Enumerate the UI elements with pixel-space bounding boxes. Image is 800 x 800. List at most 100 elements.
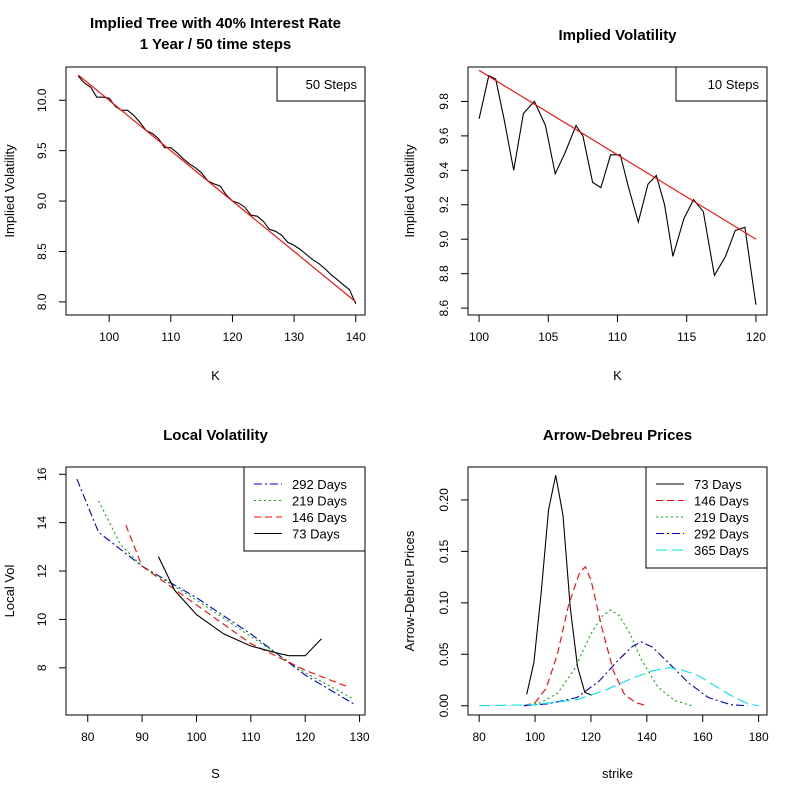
series-line-2: [478, 69, 757, 240]
y-tick-label: 16: [35, 467, 49, 481]
y-tick-label: 0.00: [437, 694, 451, 718]
series-line-4: [157, 556, 322, 657]
y-tick-label: 0.05: [437, 642, 451, 666]
legend-label: 219 Days: [292, 494, 347, 509]
y-tick-label: 14: [35, 516, 49, 530]
plot-frame: [65, 466, 366, 716]
y-tick-label: 8: [35, 664, 49, 671]
chart-panel-4: Arrow-Debreu Prices strike Arrow-Debreu Pr…: [402, 427, 769, 781]
series-group: [478, 69, 757, 305]
series-group: [479, 475, 759, 707]
chart-title: Arrow-Debreu Prices: [543, 427, 692, 444]
series-group: [76, 478, 355, 705]
x-tick-label: 180: [749, 730, 769, 744]
y-tick-label: 9.8: [437, 93, 451, 110]
x-tick-label: 100: [186, 730, 206, 744]
x-tick-label: 120: [746, 330, 766, 344]
x-axis-label: K: [613, 368, 622, 383]
series-line-3: [125, 524, 349, 688]
x-tick-label: 130: [284, 330, 304, 344]
y-tick-label: 9.6: [437, 127, 451, 144]
legend-label: 73 Days: [292, 527, 340, 542]
x-tick-label: 100: [99, 330, 119, 344]
series-line-2: [77, 74, 357, 303]
legend-label: 219 Days: [694, 510, 749, 525]
x-tick-label: 100: [469, 330, 489, 344]
legend-label: 146 Days: [292, 510, 347, 525]
plot-frame: [65, 66, 366, 316]
y-tick-label: 9.0: [437, 231, 451, 248]
chart-panel-3: Local Volatility S Local Vol 80 90 100 110 120 1…: [2, 427, 370, 781]
series-line-1: [478, 74, 757, 305]
chart-title: Implied Tree with 40% Interest Rate: [90, 15, 341, 32]
plot-frame: [467, 466, 768, 716]
series-group: [77, 74, 357, 305]
y-tick-label: 8.8: [437, 265, 451, 282]
y-tick-label: 9.2: [437, 196, 451, 213]
y-tick-label: 9.0: [35, 192, 49, 209]
x-tick-label: 140: [346, 330, 366, 344]
x-tick-label: 120: [222, 330, 242, 344]
y-axis-label: Implied Volatility: [2, 144, 17, 238]
chart-title: Local Volatility: [163, 427, 268, 444]
y-axis-label: Local Vol: [2, 565, 17, 618]
y-axis-label: Implied Volatility: [402, 144, 417, 238]
x-tick-label: 120: [581, 730, 601, 744]
x-tick-label: 120: [295, 730, 315, 744]
legend-box: [243, 466, 366, 552]
x-tick-label: 90: [135, 730, 149, 744]
y-tick-label: 0.15: [437, 539, 451, 563]
y-axis-label: Arrow-Debreu Prices: [402, 530, 417, 651]
x-tick-label: 130: [350, 730, 370, 744]
x-axis-label: strike: [602, 766, 633, 781]
legend-box: [675, 66, 768, 102]
series-line-1: [76, 478, 355, 705]
x-axis-label: K: [211, 368, 220, 383]
legend-label: 73 Days: [694, 477, 742, 492]
chart-subtitle: 1 Year / 50 time steps: [140, 36, 292, 53]
series-line-3: [523, 609, 692, 707]
series-line-4: [523, 641, 748, 707]
y-tick-label: 8.0: [35, 293, 49, 310]
legend-box: [276, 66, 366, 102]
series-line-1: [77, 75, 357, 305]
legend-label: 292 Days: [292, 477, 347, 492]
legend: 10 Steps: [675, 66, 768, 102]
y-tick-label: 9.5: [35, 142, 49, 159]
chart-panel-2: Implied Volatility K Implied Volatility 100…: [402, 27, 768, 383]
x-tick-label: 100: [525, 730, 545, 744]
legend-label: 292 Days: [694, 527, 749, 542]
series-line-2: [523, 565, 647, 707]
chart-panel-1: Implied Tree with 40% Interest Rate 1 Yea…: [2, 15, 366, 383]
y-tick-label: 9.4: [437, 162, 451, 179]
plot-frame: [467, 66, 768, 316]
legend-label: 146 Days: [694, 494, 749, 509]
x-tick-label: 105: [538, 330, 558, 344]
x-tick-label: 110: [161, 330, 180, 344]
y-tick-label: 0.10: [437, 591, 451, 615]
y-tick-label: 10.0: [35, 88, 49, 112]
x-tick-label: 140: [637, 730, 657, 744]
x-tick-label: 110: [241, 730, 260, 744]
y-tick-label: 0.20: [437, 488, 451, 512]
y-tick-label: 10: [35, 612, 49, 626]
x-tick-label: 110: [608, 330, 627, 344]
y-tick-label: 8.6: [437, 299, 451, 316]
legend-label: 50 Steps: [306, 77, 358, 92]
chart-title: Implied Volatility: [558, 27, 677, 44]
y-tick-label: 8.5: [35, 243, 49, 260]
x-tick-label: 160: [693, 730, 713, 744]
series-line-5: [479, 667, 759, 707]
x-tick-label: 80: [81, 730, 95, 744]
x-tick-label: 115: [677, 330, 696, 344]
x-axis-label: S: [211, 766, 220, 781]
legend: 50 Steps: [276, 66, 366, 102]
x-tick-label: 80: [472, 730, 486, 744]
legend-label: 365 Days: [694, 543, 749, 558]
legend-label: 10 Steps: [708, 77, 760, 92]
y-tick-label: 12: [35, 564, 49, 578]
series-line-1: [526, 475, 593, 696]
